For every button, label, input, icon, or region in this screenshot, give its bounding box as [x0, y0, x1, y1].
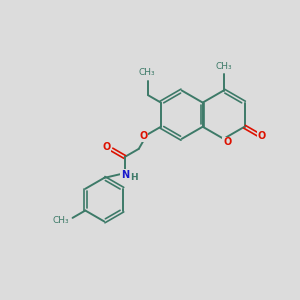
- Text: CH₃: CH₃: [215, 62, 232, 71]
- Text: O: O: [139, 131, 147, 141]
- Text: H: H: [130, 173, 138, 182]
- Text: CH₃: CH₃: [138, 68, 155, 77]
- Text: N: N: [121, 169, 129, 180]
- Text: CH₃: CH₃: [53, 216, 70, 225]
- Text: O: O: [223, 137, 231, 147]
- Text: O: O: [103, 142, 111, 152]
- Text: O: O: [257, 131, 266, 141]
